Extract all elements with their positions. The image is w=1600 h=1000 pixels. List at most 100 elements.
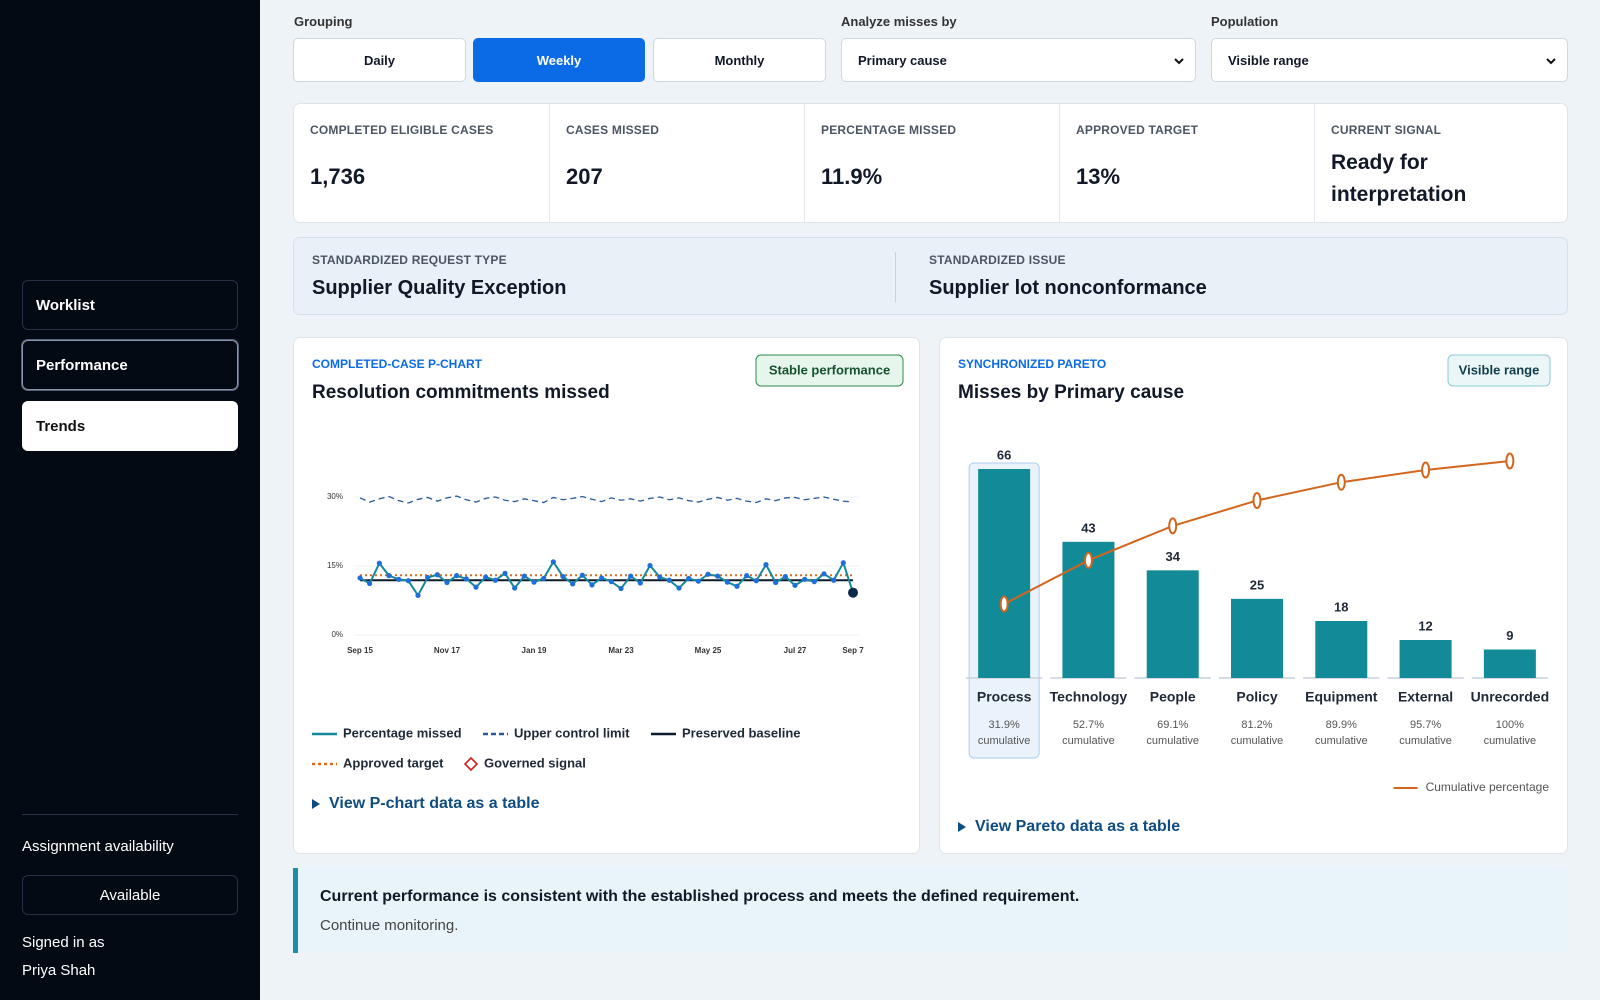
y-tick-label: 15% — [327, 561, 343, 570]
data-point — [792, 582, 798, 588]
bar-value: 12 — [1418, 618, 1432, 633]
data-point — [425, 574, 431, 581]
bar-value: 34 — [1165, 549, 1180, 564]
bar — [1231, 598, 1283, 678]
data-point — [715, 573, 721, 579]
std-value: Supplier lot nonconformance — [929, 277, 1207, 299]
select[interactable]: Primary cause — [841, 38, 1196, 82]
grouping-button[interactable]: Monthly — [653, 38, 826, 82]
x-tick-label: Jul 27 — [784, 646, 807, 655]
divider — [22, 814, 238, 815]
data-point — [608, 579, 614, 585]
data-point — [357, 575, 363, 581]
bar-value: 66 — [997, 447, 1011, 462]
kpi-row: COMPLETED ELIGIBLE CASES 1,736 CASES MISSE… — [293, 103, 1568, 223]
grouping-button[interactable]: Weekly — [473, 38, 645, 82]
x-tick-label: Sep 15 — [347, 646, 373, 655]
nav-item[interactable]: Worklist — [22, 280, 238, 330]
data-point — [367, 580, 373, 587]
kpi-value: 1,736 — [310, 164, 366, 189]
data-point — [802, 576, 808, 582]
cumulative-point — [1336, 473, 1346, 491]
legend-label: Upper control limit — [514, 725, 630, 740]
filter-label: Population — [1211, 14, 1279, 29]
data-point — [502, 570, 508, 576]
data-point — [821, 571, 827, 577]
cumulative-point — [999, 595, 1009, 613]
data-point — [811, 579, 817, 585]
filter-label: Grouping — [294, 14, 353, 29]
data-point — [444, 579, 450, 586]
std-label: STANDARDIZED REQUEST TYPE Supplier Qualit… — [312, 253, 567, 300]
disclosure-triangle — [312, 799, 320, 809]
x-tick-label: Unrecorded — [1471, 689, 1550, 705]
banner-detail: Continue monitoring. — [320, 917, 459, 934]
chevron — [1546, 58, 1556, 65]
data-point — [473, 584, 479, 590]
data-point — [599, 575, 605, 581]
grouping-button[interactable]: Daily — [293, 38, 466, 82]
cumulative-label: 100% — [1496, 719, 1524, 731]
kpi: CURRENT SIGNAL Ready for interpretation — [1314, 104, 1569, 222]
data-point — [560, 573, 566, 580]
kpi-value: 207 — [566, 164, 603, 189]
kpi-label: APPROVED TARGET — [1076, 123, 1199, 137]
data-point — [676, 585, 682, 591]
legend-swatch — [463, 756, 479, 772]
select[interactable]: Visible range — [1211, 38, 1568, 82]
cumulative-point — [1421, 461, 1431, 479]
x-tick-label: Sep 7 — [842, 646, 864, 655]
cumulative-label: 95.7% — [1410, 719, 1441, 731]
bar — [1315, 621, 1368, 678]
x-tick-label: May 25 — [695, 646, 722, 655]
x-tick-label: Equipment — [1305, 689, 1378, 705]
availability-button[interactable]: Available — [22, 875, 238, 915]
data-point — [570, 581, 576, 587]
sidebar: Worklist Performance Trends Assignment a… — [0, 0, 260, 1000]
select-value: Visible range — [1228, 53, 1309, 68]
cumulative-label: 31.9% — [989, 719, 1020, 731]
bar — [1483, 649, 1536, 678]
data-point — [782, 573, 788, 580]
card-title: Misses by Primary cause — [958, 382, 1184, 403]
data-point — [531, 579, 537, 585]
cumulative-caption: cumulative — [978, 735, 1031, 747]
nav-item[interactable]: Performance — [22, 340, 238, 390]
data-point — [618, 585, 624, 592]
bar-value: 43 — [1081, 520, 1095, 535]
data-point — [744, 573, 750, 579]
y-tick-label: 0% — [331, 630, 343, 639]
data-point — [405, 578, 411, 584]
pchart: COMPLETED-CASE P-CHART Resolution commitm… — [312, 354, 904, 812]
data-point — [483, 574, 489, 580]
table-link[interactable]: View Pareto data as a table — [975, 818, 1180, 835]
cumulative-caption: cumulative — [1062, 735, 1115, 747]
eyebrow: COMPLETED-CASE P-CHART — [312, 357, 483, 371]
data-point — [434, 572, 440, 578]
data-point — [848, 587, 858, 598]
data-point — [773, 579, 779, 586]
bar — [978, 469, 1031, 678]
data-point — [753, 578, 759, 584]
data-point — [695, 578, 701, 584]
user-name: Priya Shah — [22, 962, 96, 979]
data-point — [705, 571, 711, 577]
data-point — [840, 560, 846, 566]
data-point — [637, 580, 643, 586]
data-point — [415, 592, 421, 599]
table-link[interactable]: View P-chart data as a table — [329, 795, 540, 812]
data-point — [724, 579, 730, 585]
data-point — [734, 583, 740, 589]
badge — [1447, 354, 1551, 387]
nav-item[interactable]: Trends — [22, 401, 238, 451]
cumulative-label: 52.7% — [1073, 719, 1104, 731]
bar-value: 9 — [1506, 628, 1513, 643]
x-tick-label: People — [1150, 689, 1196, 705]
divider — [895, 252, 896, 302]
cumulative-label: 69.1% — [1157, 719, 1188, 731]
cumulative-caption: cumulative — [1146, 735, 1199, 747]
availability-label: Assignment availability — [22, 838, 174, 855]
signed-in-label: Signed in as — [22, 934, 105, 951]
pareto-card: SYNCHRONIZED PARETO Misses by Primary cau… — [939, 337, 1568, 854]
kpi-value: Ready for interpretation — [1331, 151, 1467, 206]
